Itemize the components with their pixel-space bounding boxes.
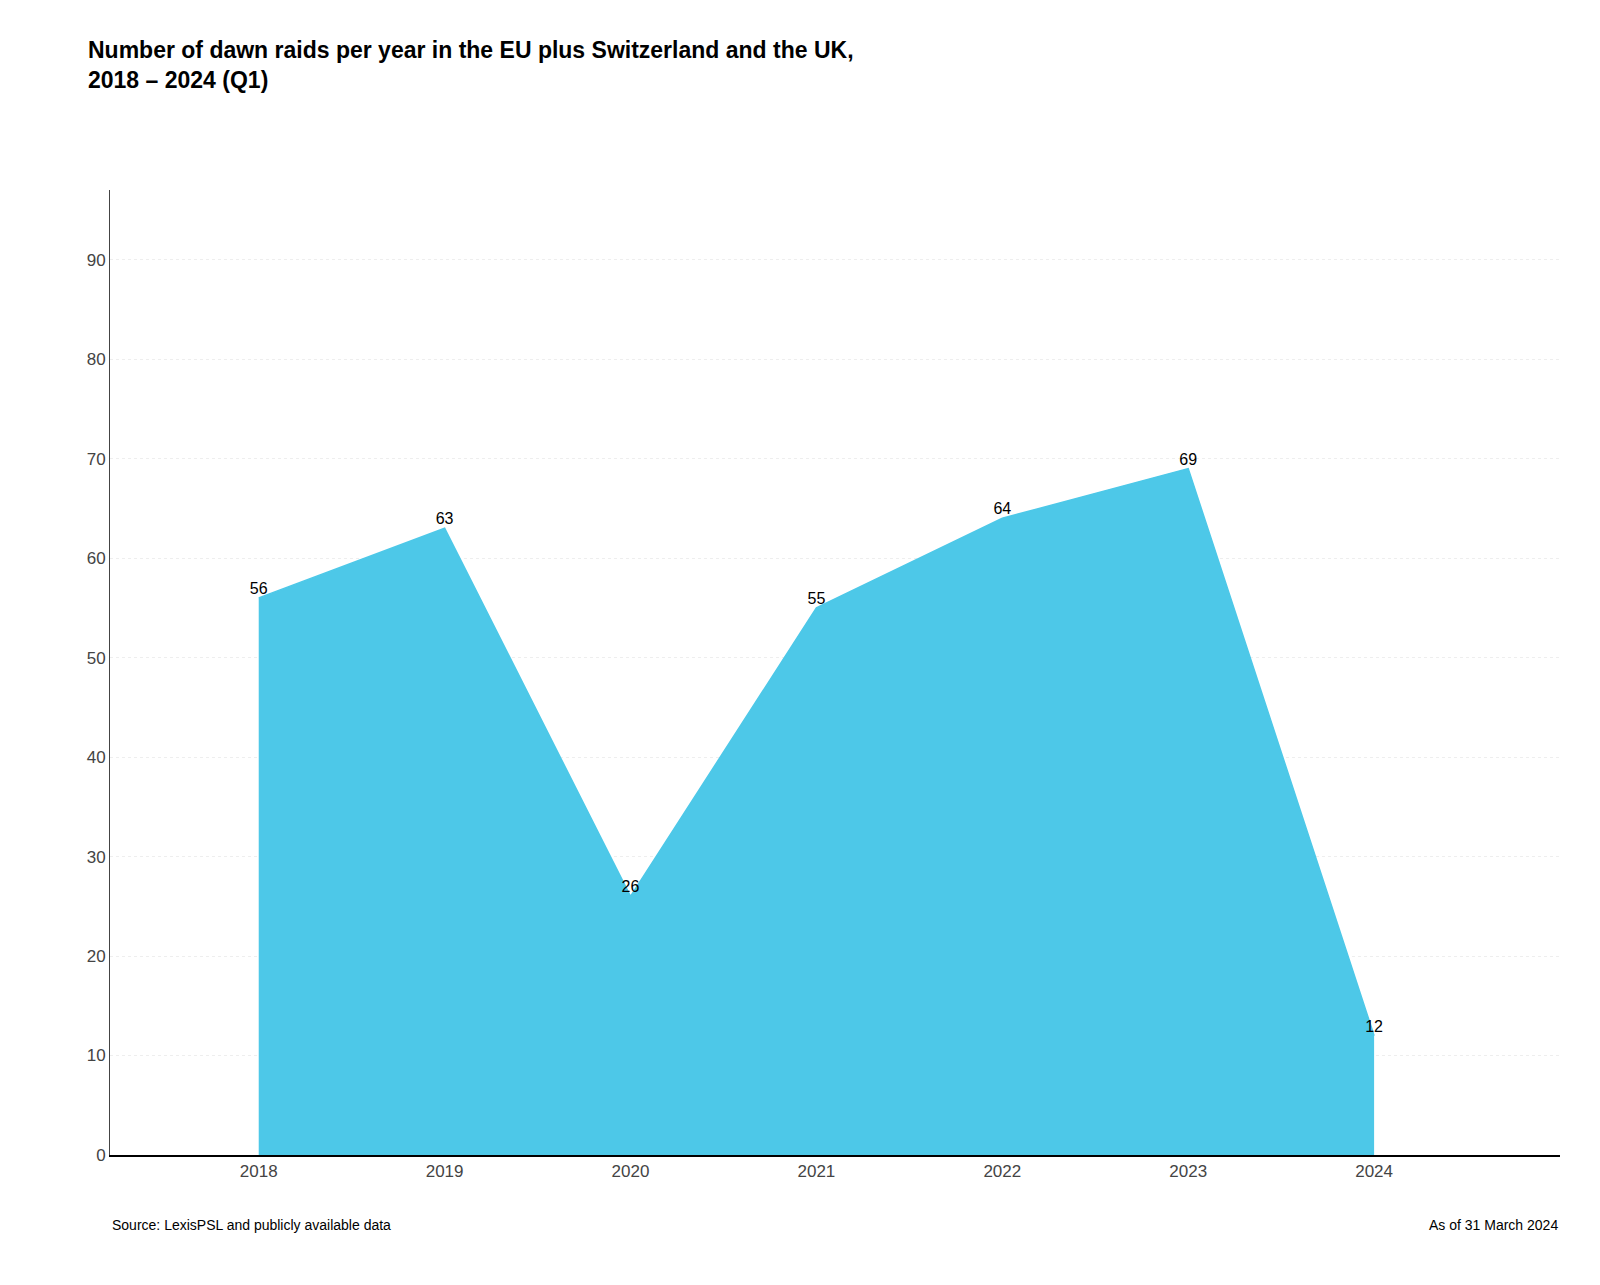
svg-text:70: 70 bbox=[87, 450, 106, 469]
svg-text:2021: 2021 bbox=[797, 1162, 835, 1181]
svg-text:30: 30 bbox=[87, 848, 106, 867]
svg-text:12: 12 bbox=[1365, 1018, 1383, 1035]
svg-text:64: 64 bbox=[993, 500, 1011, 517]
svg-text:90: 90 bbox=[87, 251, 106, 270]
svg-text:80: 80 bbox=[87, 350, 106, 369]
svg-text:2020: 2020 bbox=[612, 1162, 650, 1181]
svg-text:2018: 2018 bbox=[240, 1162, 278, 1181]
svg-text:2022: 2022 bbox=[983, 1162, 1021, 1181]
svg-text:69: 69 bbox=[1179, 451, 1197, 468]
svg-text:56: 56 bbox=[250, 580, 268, 597]
svg-text:0: 0 bbox=[96, 1146, 105, 1165]
svg-text:10: 10 bbox=[87, 1046, 106, 1065]
svg-text:50: 50 bbox=[87, 649, 106, 668]
svg-text:2024: 2024 bbox=[1355, 1162, 1393, 1181]
svg-text:2023: 2023 bbox=[1169, 1162, 1207, 1181]
svg-text:20: 20 bbox=[87, 947, 106, 966]
svg-text:55: 55 bbox=[808, 590, 826, 607]
svg-text:As of 31 March 2024: As of 31 March 2024 bbox=[1429, 1217, 1558, 1233]
svg-text:60: 60 bbox=[87, 549, 106, 568]
svg-text:63: 63 bbox=[436, 510, 454, 527]
svg-text:40: 40 bbox=[87, 748, 106, 767]
svg-text:26: 26 bbox=[622, 878, 640, 895]
svg-text:Number of dawn raids per year: Number of dawn raids per year in the EU … bbox=[88, 37, 854, 93]
svg-text:2019: 2019 bbox=[426, 1162, 464, 1181]
svg-text:Source: LexisPSL and publicly: Source: LexisPSL and publicly available … bbox=[112, 1217, 391, 1233]
